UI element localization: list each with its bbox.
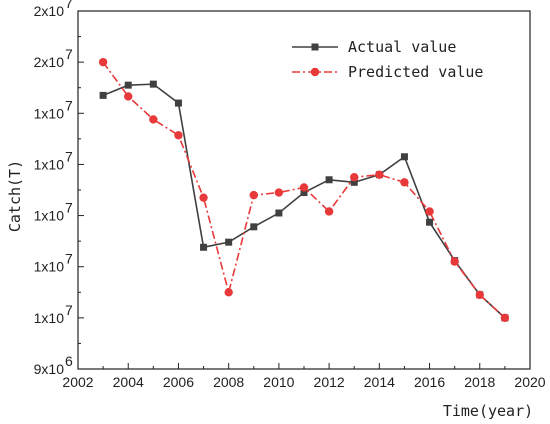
data-point	[426, 218, 434, 226]
data-point	[124, 92, 133, 101]
y-tick-label: 2x10	[34, 3, 65, 19]
data-point	[225, 238, 233, 246]
data-point	[174, 99, 182, 107]
data-point	[99, 91, 107, 99]
data-point	[350, 173, 359, 182]
x-tick-label: 2004	[113, 374, 144, 390]
x-tick-label: 2016	[414, 374, 445, 390]
data-point	[149, 115, 158, 124]
y-tick-exponent: 7	[65, 46, 73, 62]
series-layer	[98, 57, 510, 323]
x-tick-label: 2002	[62, 374, 93, 390]
legend-marker	[311, 43, 319, 51]
y-tick-label: 1x10	[34, 105, 65, 121]
data-point	[299, 183, 309, 192]
y-tick-exponent: 7	[65, 148, 73, 164]
data-point	[500, 313, 510, 323]
y-tick-exponent: 7	[65, 302, 73, 318]
y-tick-label: 1x10	[34, 259, 65, 275]
x-tick-label: 2020	[514, 374, 545, 390]
legend-label: Actual value	[348, 38, 456, 56]
data-point	[375, 170, 384, 179]
x-tick-label: 2018	[464, 374, 495, 390]
legend-label: Predicted value	[348, 63, 483, 81]
data-point	[475, 290, 484, 300]
series-actual-value	[99, 80, 509, 322]
x-tick-label: 2014	[364, 374, 395, 390]
y-tick-exponent: 6	[65, 353, 73, 369]
data-point	[124, 81, 132, 89]
x-tick-label: 2010	[263, 374, 294, 390]
data-point	[149, 80, 157, 88]
y-tick-exponent: 7	[65, 200, 73, 216]
series-predicted-value	[98, 57, 510, 323]
y-tick-label: 1x10	[34, 310, 65, 326]
data-point	[224, 288, 233, 297]
data-point	[400, 153, 408, 161]
y-tick-label: 2x10	[34, 54, 65, 70]
legend-item: Actual value	[292, 38, 456, 56]
x-axis-title: Time(year)	[443, 402, 533, 420]
data-point	[300, 189, 308, 197]
legend-marker	[310, 67, 320, 77]
data-point	[325, 176, 333, 184]
x-tick-label: 2006	[163, 374, 194, 390]
x-tick-label: 2008	[213, 374, 244, 390]
legend-item: Predicted value	[292, 63, 483, 81]
y-tick-exponent: 7	[65, 97, 73, 113]
data-point	[350, 178, 358, 186]
y-tick-label: 1x10	[34, 208, 65, 224]
data-point	[200, 243, 208, 251]
data-point	[324, 207, 334, 216]
data-point	[450, 257, 459, 266]
data-point	[425, 207, 434, 216]
y-tick-label: 1x10	[34, 156, 65, 172]
data-point	[98, 57, 108, 67]
data-point	[400, 178, 409, 187]
data-point	[250, 223, 258, 231]
series-line	[102, 83, 506, 319]
legend: Actual value Predicted value	[292, 38, 483, 81]
y-tick-exponent: 7	[65, 0, 73, 11]
y-tick-exponent: 7	[65, 251, 73, 267]
data-point	[174, 131, 183, 140]
y-axis-title: Catch(T)	[6, 160, 24, 232]
data-point	[249, 190, 258, 200]
data-point	[274, 188, 284, 197]
y-tick-label: 9x10	[34, 361, 65, 377]
x-axis: 2002 2004 2006 2008 2010 2012 2014 2016 2018 2020	[62, 363, 546, 390]
x-tick-label: 2012	[314, 374, 345, 390]
data-point	[275, 209, 283, 217]
data-point	[199, 193, 208, 202]
